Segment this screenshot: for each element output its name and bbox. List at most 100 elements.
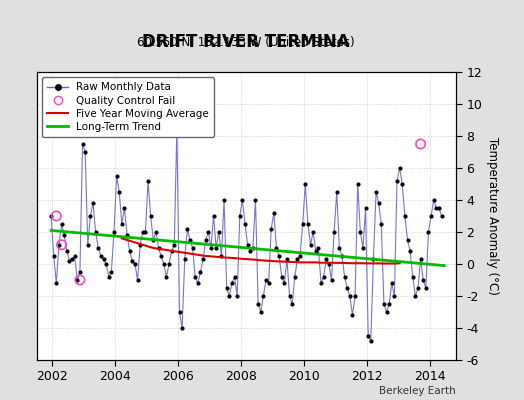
- Point: [309, 229, 318, 235]
- Point: [178, 325, 187, 331]
- Point: [241, 221, 249, 227]
- Point: [278, 274, 286, 280]
- Point: [335, 245, 344, 251]
- Point: [54, 242, 63, 248]
- Point: [396, 165, 404, 171]
- Point: [249, 245, 257, 251]
- Point: [176, 309, 184, 315]
- Point: [435, 205, 443, 211]
- Point: [97, 253, 105, 259]
- Point: [136, 242, 145, 248]
- Point: [121, 205, 129, 211]
- Point: [343, 285, 352, 291]
- Point: [422, 285, 430, 291]
- Point: [383, 309, 391, 315]
- Point: [246, 248, 255, 254]
- Point: [280, 280, 289, 286]
- Point: [126, 248, 134, 254]
- Point: [84, 242, 92, 248]
- Point: [204, 229, 213, 235]
- Point: [359, 245, 367, 251]
- Y-axis label: Temperature Anomaly (°C): Temperature Anomaly (°C): [486, 137, 499, 295]
- Point: [60, 232, 69, 238]
- Point: [307, 242, 315, 248]
- Point: [139, 229, 147, 235]
- Point: [233, 293, 242, 299]
- Point: [238, 197, 247, 203]
- Point: [272, 245, 281, 251]
- Point: [333, 189, 341, 195]
- Point: [438, 213, 446, 219]
- Point: [79, 141, 87, 147]
- Point: [314, 245, 323, 251]
- Point: [398, 181, 407, 187]
- Point: [147, 213, 155, 219]
- Point: [419, 277, 428, 283]
- Point: [162, 274, 171, 280]
- Point: [202, 237, 210, 243]
- Point: [196, 269, 205, 275]
- Point: [134, 277, 142, 283]
- Point: [105, 274, 113, 280]
- Point: [369, 256, 378, 262]
- Point: [231, 274, 239, 280]
- Point: [236, 213, 244, 219]
- Point: [372, 189, 380, 195]
- Point: [115, 189, 124, 195]
- Point: [291, 274, 299, 280]
- Point: [312, 248, 320, 254]
- Point: [330, 229, 339, 235]
- Point: [86, 213, 95, 219]
- Point: [265, 280, 273, 286]
- Point: [123, 232, 132, 238]
- Point: [380, 301, 388, 307]
- Point: [267, 226, 276, 232]
- Point: [181, 256, 189, 262]
- Point: [377, 221, 386, 227]
- Point: [94, 245, 103, 251]
- Point: [252, 197, 260, 203]
- Point: [168, 248, 176, 254]
- Point: [385, 301, 394, 307]
- Point: [100, 256, 108, 262]
- Point: [207, 245, 215, 251]
- Point: [346, 293, 354, 299]
- Point: [58, 242, 66, 248]
- Point: [189, 245, 197, 251]
- Point: [304, 221, 312, 227]
- Point: [375, 200, 383, 206]
- Point: [155, 245, 163, 251]
- Text: 60.550 N, 152.133 W (United States): 60.550 N, 152.133 W (United States): [137, 36, 355, 49]
- Point: [160, 261, 168, 267]
- Point: [113, 173, 121, 179]
- Point: [262, 277, 270, 283]
- Point: [228, 280, 236, 286]
- Point: [328, 277, 336, 283]
- Point: [131, 261, 139, 267]
- Point: [194, 280, 202, 286]
- Point: [364, 333, 373, 339]
- Point: [427, 213, 435, 219]
- Point: [362, 205, 370, 211]
- Point: [47, 213, 55, 219]
- Point: [348, 312, 357, 318]
- Point: [254, 301, 263, 307]
- Point: [296, 253, 304, 259]
- Point: [338, 253, 346, 259]
- Point: [220, 197, 228, 203]
- Point: [341, 274, 349, 280]
- Point: [52, 213, 61, 219]
- Text: Berkeley Earth: Berkeley Earth: [379, 386, 456, 396]
- Point: [325, 261, 333, 267]
- Point: [417, 141, 425, 147]
- Point: [411, 293, 420, 299]
- Point: [393, 178, 401, 184]
- Point: [217, 253, 226, 259]
- Point: [417, 256, 425, 262]
- Point: [73, 277, 82, 283]
- Point: [223, 285, 231, 291]
- Point: [354, 181, 362, 187]
- Point: [367, 338, 375, 344]
- Point: [118, 221, 126, 227]
- Point: [102, 261, 111, 267]
